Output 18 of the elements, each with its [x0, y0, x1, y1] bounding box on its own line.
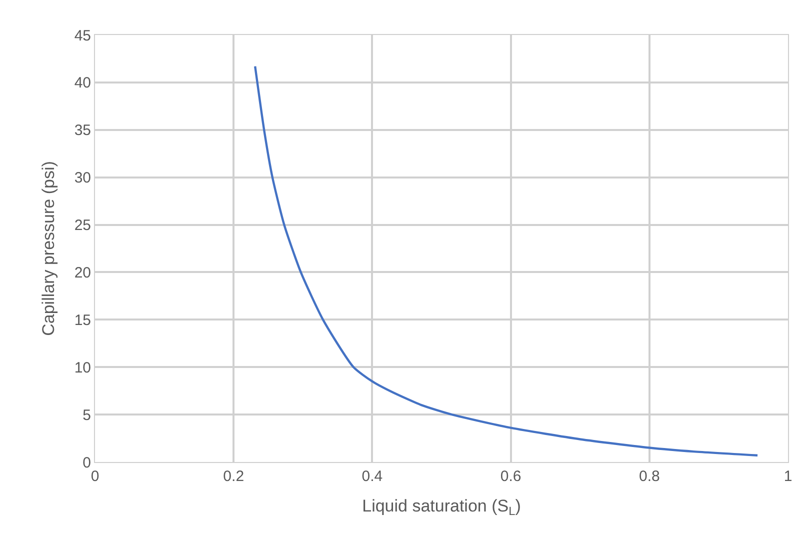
- x-tick-label: 0.8: [638, 468, 660, 485]
- y-tick-label: 10: [74, 359, 91, 376]
- y-tick-label: 40: [74, 74, 91, 92]
- x-axis-title: Liquid saturation (S$_{L}$): [362, 496, 521, 518]
- x-tick-label: 0.4: [362, 468, 383, 485]
- y-tick-label: 15: [74, 312, 91, 329]
- x-tick-label: 1: [784, 468, 792, 485]
- y-tick-label: 0: [82, 454, 91, 472]
- y-tick-label: 45: [74, 27, 91, 44]
- y-tick-label: 20: [74, 264, 91, 282]
- y-axis-title: Capillary pressure (psi): [38, 161, 58, 336]
- line-series: [254, 65, 759, 456]
- y-tick-label: 35: [74, 122, 91, 140]
- y-tick-label: 30: [74, 170, 91, 187]
- x-tick-label: 0.6: [500, 468, 522, 485]
- y-tick-label: 5: [82, 406, 91, 424]
- y-tick-label: 25: [74, 217, 91, 234]
- x-tick-label: 0.2: [223, 468, 244, 485]
